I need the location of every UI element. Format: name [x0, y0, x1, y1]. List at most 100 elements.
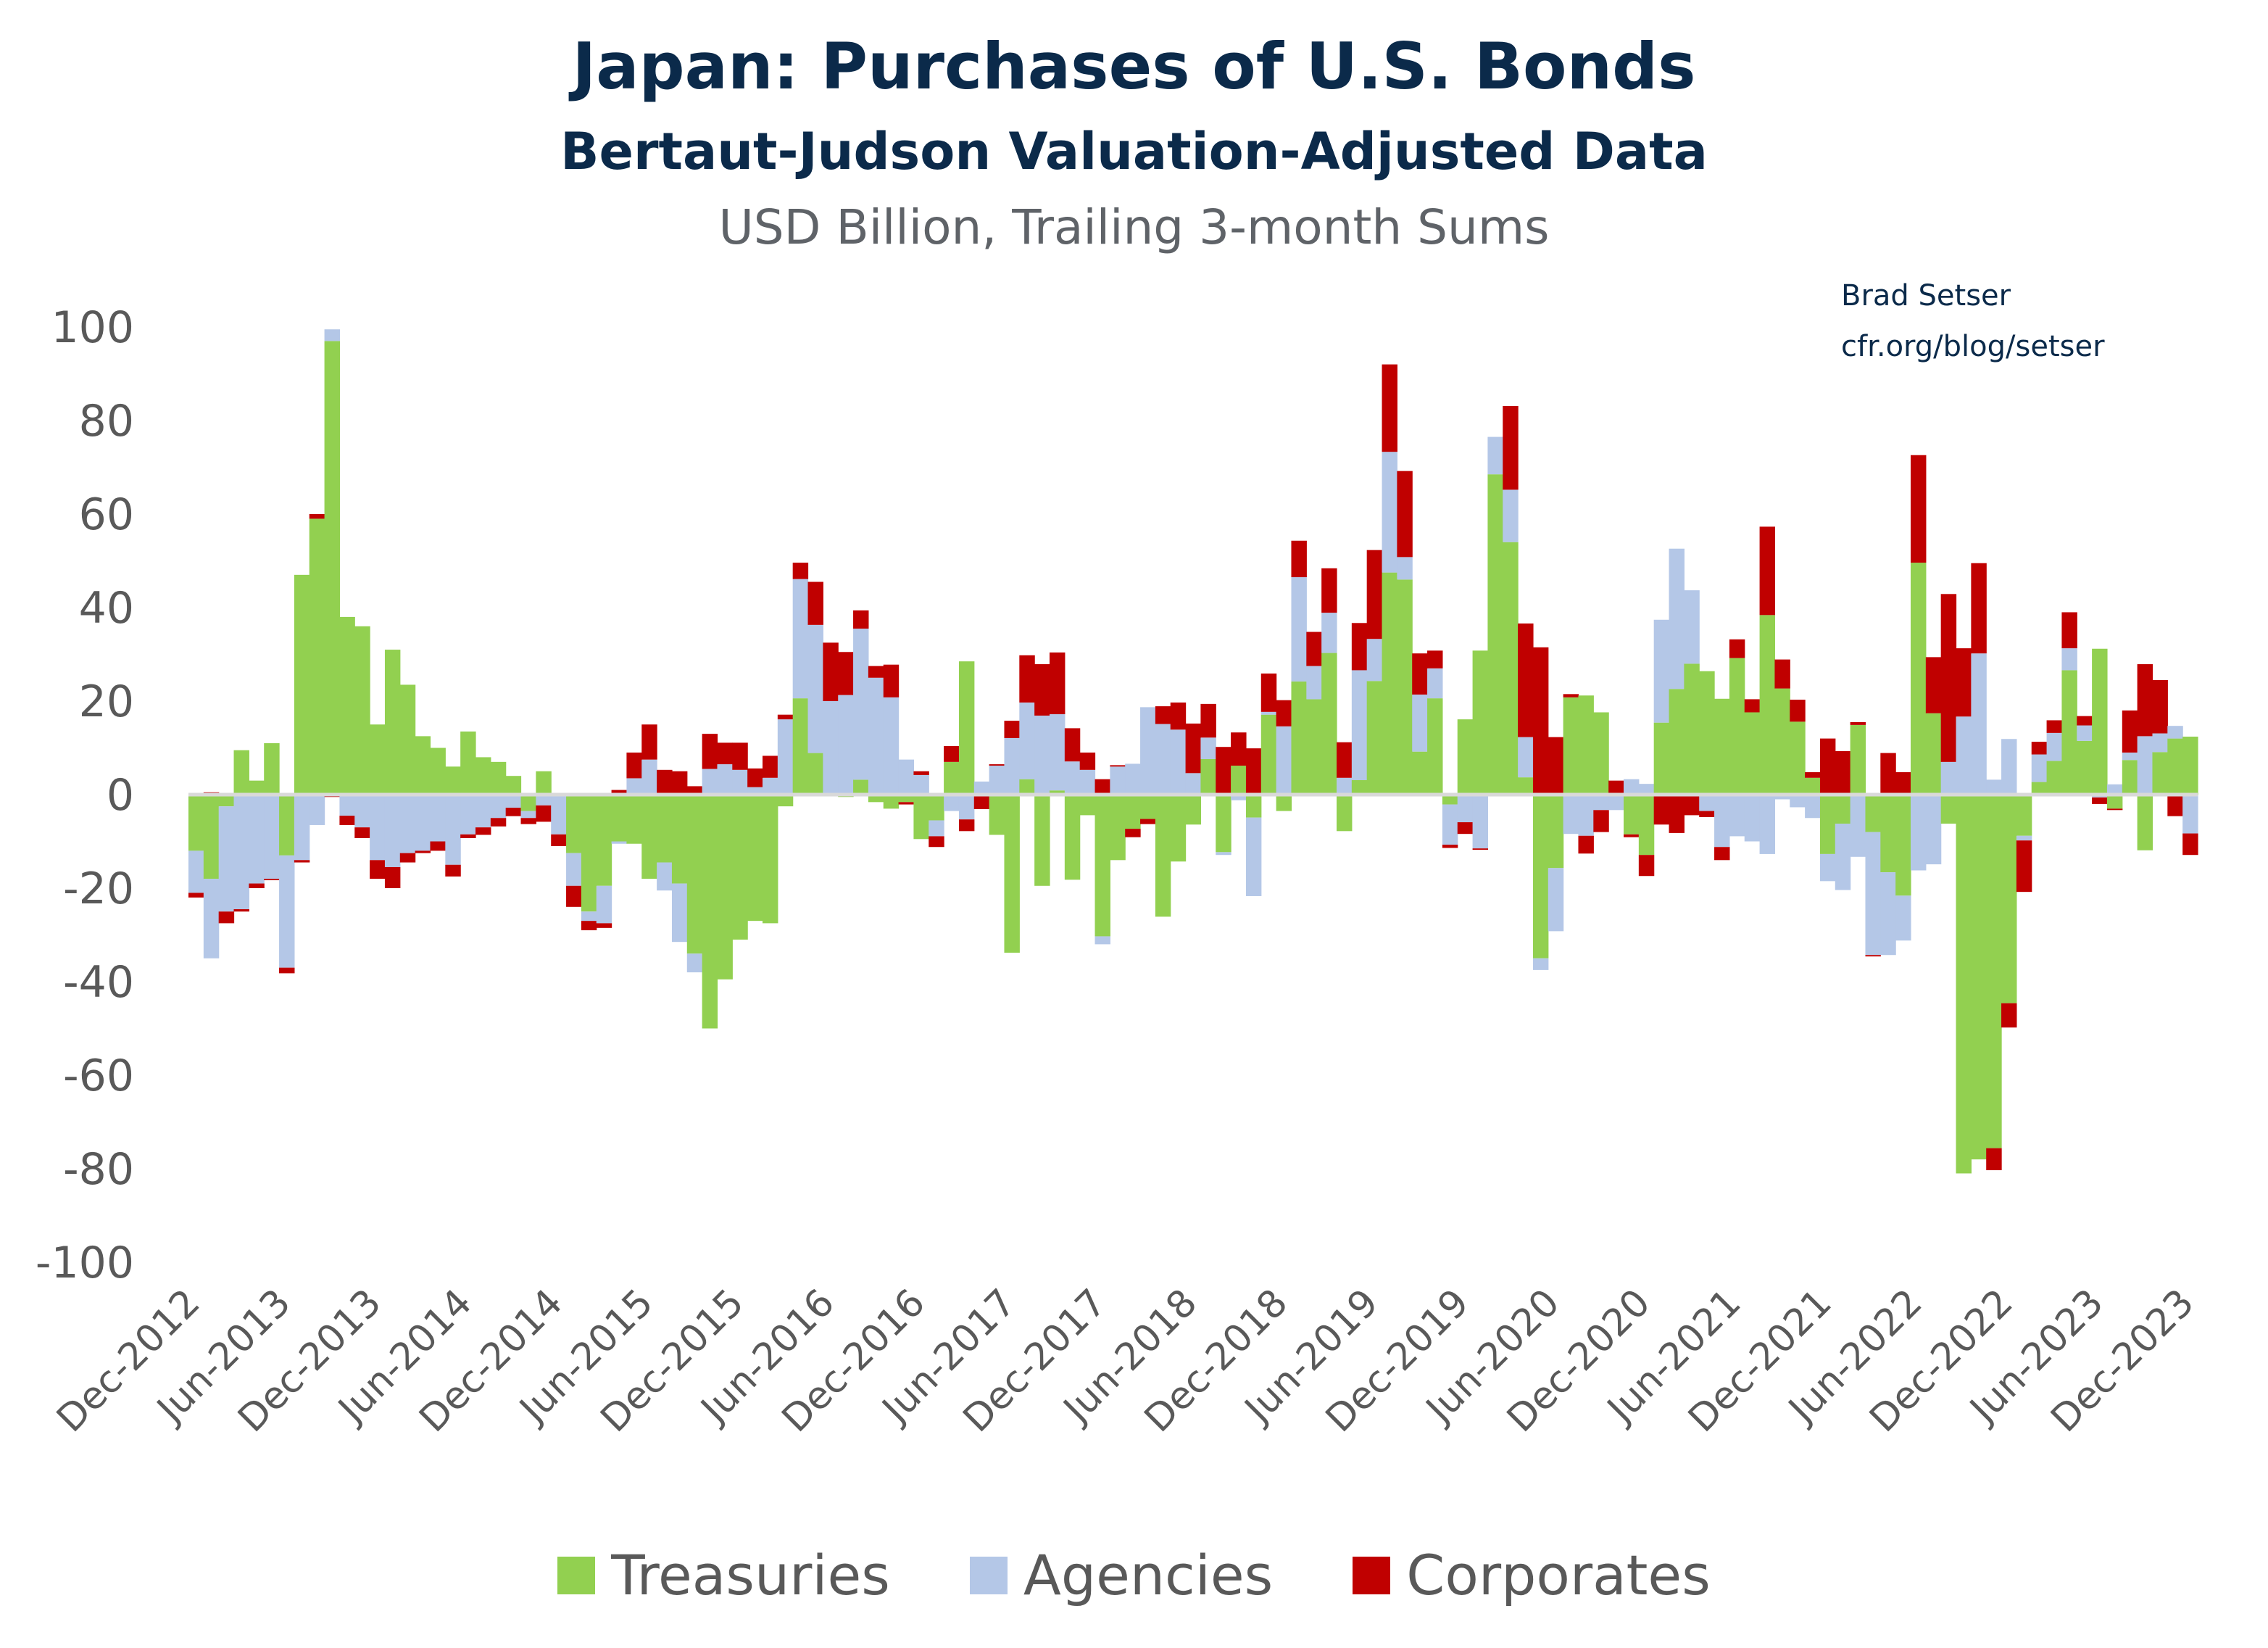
- bar-agencies: [1684, 590, 1700, 664]
- bar-agencies: [2077, 725, 2093, 741]
- bar-treasuries: [1699, 671, 1715, 795]
- bar-agencies: [505, 795, 522, 808]
- bar-agencies: [596, 885, 612, 924]
- bar-treasuries: [384, 650, 401, 795]
- bar-treasuries: [188, 795, 204, 851]
- bar-corporates: [2182, 833, 2198, 856]
- bar-corporates: [430, 841, 446, 851]
- bar-agencies: [1624, 779, 1640, 795]
- bar-treasuries: [1276, 795, 1292, 811]
- bar-corporates: [1790, 700, 1806, 722]
- bar-corporates: [2092, 797, 2108, 804]
- bar-corporates: [1518, 623, 1534, 737]
- bar-agencies: [898, 759, 915, 795]
- bar-treasuries: [1895, 795, 1911, 896]
- bar-corporates: [2031, 742, 2048, 755]
- bar-agencies: [1034, 716, 1050, 795]
- bar-corporates: [218, 911, 235, 924]
- bar-treasuries: [596, 795, 612, 886]
- bar-agencies: [1427, 668, 1443, 699]
- bar-corporates: [1019, 655, 1035, 703]
- credit-author: Brad Setser: [1841, 279, 2011, 312]
- bar-corporates: [1593, 810, 1609, 832]
- bar-corporates: [551, 834, 567, 846]
- bar-corporates: [626, 752, 642, 779]
- bar-treasuries: [1245, 795, 1262, 818]
- bar-treasuries: [581, 795, 597, 912]
- bar-corporates: [1079, 752, 1096, 770]
- bar-corporates: [657, 769, 673, 795]
- bar-agencies: [1004, 737, 1020, 795]
- bar-agencies: [823, 701, 839, 795]
- legend: Treasuries Agencies Corporates: [0, 1543, 2268, 1607]
- bar-treasuries: [415, 736, 431, 795]
- bar-agencies: [929, 820, 944, 837]
- bar-agencies: [520, 811, 536, 819]
- bar-corporates: [777, 714, 794, 720]
- bar-agencies: [838, 695, 854, 795]
- bar-agencies: [853, 629, 869, 780]
- legend-item-corporates: Corporates: [1353, 1543, 1711, 1607]
- bar-treasuries: [883, 795, 900, 809]
- bar-treasuries: [1185, 795, 1202, 825]
- bar-treasuries: [671, 795, 688, 884]
- bar-corporates: [1835, 751, 1851, 795]
- bar-agencies: [551, 795, 567, 835]
- bar-treasuries: [1790, 721, 1806, 795]
- y-tick-label: -40: [63, 957, 134, 1008]
- bar-corporates: [1170, 702, 1187, 730]
- bar-treasuries: [279, 795, 295, 856]
- bar-treasuries: [1019, 779, 1035, 795]
- bar-treasuries: [792, 698, 809, 795]
- bar-treasuries: [626, 795, 642, 844]
- bar-agencies: [792, 579, 809, 699]
- bar-treasuries: [430, 748, 446, 795]
- bar-treasuries: [490, 761, 507, 795]
- bar-agencies: [324, 329, 341, 341]
- bar-agencies: [717, 764, 733, 795]
- bar-agencies: [1125, 763, 1141, 795]
- bar-corporates: [1094, 779, 1110, 795]
- bar-agencies: [1337, 777, 1353, 795]
- bar-treasuries: [1774, 688, 1790, 795]
- bar-agencies: [581, 911, 597, 922]
- bar-agencies: [445, 795, 461, 865]
- bar-agencies: [203, 879, 220, 958]
- bar-corporates: [1624, 834, 1640, 837]
- bar-agencies: [1608, 795, 1624, 811]
- legend-swatch-agencies: [969, 1556, 1008, 1594]
- bar-corporates: [1714, 847, 1730, 861]
- bar-treasuries: [1079, 795, 1096, 816]
- bar-treasuries: [898, 795, 915, 803]
- bar-agencies: [1729, 795, 1745, 837]
- bar-corporates: [1819, 738, 1836, 795]
- bar-corporates: [1412, 653, 1428, 695]
- y-tick-label: 60: [79, 489, 134, 540]
- bar-treasuries: [1291, 681, 1307, 795]
- bar-corporates: [2122, 710, 2138, 753]
- bar-corporates: [732, 742, 748, 770]
- bar-corporates: [702, 734, 718, 769]
- bar-treasuries: [1397, 579, 1413, 795]
- bar-agencies: [1503, 489, 1519, 542]
- bar-corporates: [520, 818, 536, 824]
- bar-corporates: [883, 664, 900, 697]
- bar-treasuries: [1140, 795, 1156, 819]
- bar-agencies: [1245, 817, 1262, 896]
- bar-treasuries: [1503, 542, 1519, 795]
- bar-corporates: [958, 819, 975, 832]
- bar-corporates: [1155, 706, 1171, 724]
- bar-agencies: [460, 795, 476, 835]
- bar-agencies: [1276, 726, 1292, 795]
- bar-agencies: [1110, 766, 1126, 795]
- bar-corporates: [1608, 780, 1624, 795]
- bar-agencies: [1699, 795, 1715, 811]
- bar-treasuries: [1155, 795, 1171, 917]
- bar-agencies: [2137, 736, 2153, 795]
- bar-agencies: [1548, 868, 1564, 932]
- bar-treasuries: [1351, 780, 1368, 795]
- bar-treasuries: [1956, 795, 1972, 1174]
- bar-corporates: [1563, 694, 1579, 697]
- bar-treasuries: [944, 761, 960, 795]
- bar-agencies: [2016, 835, 2032, 841]
